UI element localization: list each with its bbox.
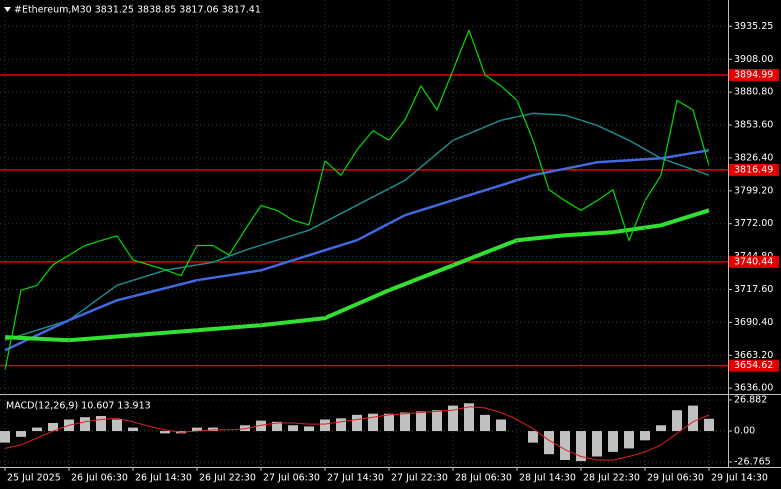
- histogram-bar: [304, 426, 314, 432]
- histogram-bar: [496, 419, 506, 432]
- y-tick-label: 3908.00: [734, 54, 773, 65]
- x-tick-label: 25 Jul 2025: [7, 473, 61, 484]
- histogram-bar: [640, 431, 650, 441]
- histogram-bar: [544, 431, 554, 455]
- series-line: [4, 29, 710, 371]
- histogram-bar: [192, 427, 202, 432]
- histogram-bar: [704, 418, 714, 432]
- x-tick-label: 27 Jul 22:30: [391, 473, 448, 484]
- histogram-bar: [400, 412, 410, 432]
- y-tick-label: -26.765: [734, 457, 771, 468]
- y-tick-label: 3636.00: [734, 383, 773, 394]
- series-line: [4, 208, 710, 343]
- histogram-bar: [32, 427, 42, 432]
- histogram-bar: [688, 405, 698, 432]
- histogram-bar: [432, 410, 442, 432]
- x-tick-label: 29 Jul 06:30: [647, 473, 704, 484]
- histogram-bar: [160, 431, 170, 434]
- level-tag: [729, 359, 779, 372]
- histogram-bar: [560, 431, 570, 460]
- histogram-bar: [672, 410, 682, 432]
- menu-arrow[interactable]: [4, 7, 11, 12]
- histogram-bar: [480, 414, 490, 432]
- x-tick-label: 27 Jul 14:30: [327, 473, 384, 484]
- histogram-bar: [368, 413, 378, 432]
- histogram-bar: [112, 419, 122, 432]
- histogram-bar: [656, 425, 666, 432]
- series-line: [4, 149, 710, 352]
- histogram-bar: [384, 413, 394, 432]
- level-tag: [729, 163, 779, 176]
- level-label: 3816.49: [734, 164, 773, 175]
- histogram-bar: [608, 431, 618, 452]
- y-tick-label: 3935.25: [734, 21, 773, 32]
- histogram-bar: [320, 419, 330, 432]
- histogram-bar: [272, 421, 282, 432]
- histogram-bar: [48, 422, 58, 432]
- histogram-bar: [208, 427, 218, 432]
- histogram-bar: [16, 431, 26, 437]
- y-tick-label: 3880.80: [734, 87, 773, 98]
- series-line: [4, 112, 710, 341]
- panel-title: #Ethereum,M30 3831.25 3838.85 3817.06 38…: [14, 5, 261, 16]
- y-tick-label: 3717.60: [734, 284, 773, 295]
- histogram-bar: [464, 403, 474, 432]
- y-tick-label: 3772.00: [734, 218, 773, 229]
- histogram-bar: [624, 431, 634, 449]
- histogram-bar: [528, 431, 538, 443]
- histogram-bar: [240, 425, 250, 432]
- histogram-bar: [96, 416, 106, 432]
- y-tick-label: 3853.60: [734, 120, 773, 131]
- histogram-bar: [592, 431, 602, 457]
- x-tick-label: 26 Jul 06:30: [71, 473, 128, 484]
- histogram-bar: [448, 405, 458, 432]
- y-tick-label: 3826.40: [734, 152, 773, 163]
- level-tag: [729, 68, 779, 81]
- y-tick-label: 3663.20: [734, 350, 773, 361]
- x-tick-label: 28 Jul 22:30: [583, 473, 640, 484]
- level-label: 3894.99: [734, 69, 773, 80]
- histogram-bar: [80, 417, 90, 432]
- x-tick-label: 29 Jul 14:30: [711, 473, 768, 484]
- level-label: 3740.44: [734, 256, 773, 267]
- histogram-bar: [0, 431, 10, 443]
- y-tick-label: 3690.40: [734, 317, 773, 328]
- panel-title: MACD(12,26,9) 10.607 13.913: [6, 401, 151, 412]
- level-tag: [729, 255, 779, 268]
- histogram-bar: [352, 414, 362, 432]
- y-tick-label: 26.882: [734, 394, 767, 405]
- histogram-bar: [288, 425, 298, 432]
- x-tick-label: 27 Jul 06:30: [263, 473, 320, 484]
- series-line: [4, 406, 710, 461]
- x-tick-label: 26 Jul 14:30: [135, 473, 192, 484]
- histogram-bar: [416, 411, 426, 432]
- histogram-bar: [256, 420, 266, 432]
- histogram-bar: [336, 418, 346, 432]
- y-tick-label: 0.00: [734, 426, 755, 437]
- x-tick-label: 28 Jul 14:30: [519, 473, 576, 484]
- x-tick-label: 28 Jul 06:30: [455, 473, 512, 484]
- y-tick-label: 3799.20: [734, 185, 773, 196]
- histogram-bar: [576, 431, 586, 462]
- x-tick-label: 26 Jul 22:30: [199, 473, 256, 484]
- level-label: 3654.62: [734, 360, 773, 371]
- histogram-bar: [128, 427, 138, 432]
